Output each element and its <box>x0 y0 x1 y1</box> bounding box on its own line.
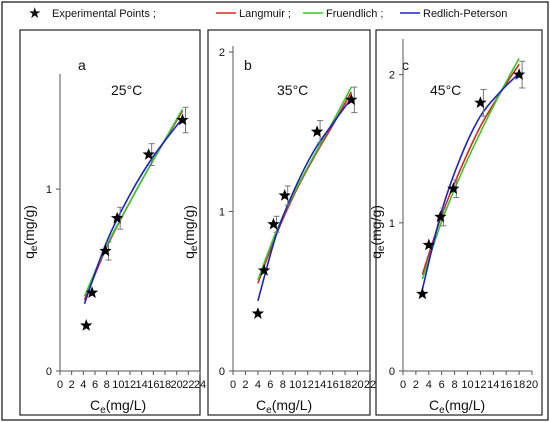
panel-a-border <box>19 29 201 416</box>
series-line-redlich-peterson <box>257 97 352 302</box>
panel-b-border <box>207 29 371 416</box>
x-tick-label: 0 <box>57 379 63 391</box>
x-tick-label: 20 <box>526 379 538 391</box>
panel-b-x-axis-label: Ce(mg/L) <box>256 397 312 416</box>
y-tick-label: 0 <box>389 366 395 378</box>
x-tick-label: 8 <box>104 379 110 391</box>
panel-c-temperature: 45°C <box>430 82 461 98</box>
legend: ★ Experimental Points ; Langmuir ; Fruen… <box>28 5 507 22</box>
data-point-star <box>142 148 155 160</box>
data-point-star <box>474 96 487 109</box>
y-tick-label: 1 <box>219 207 225 219</box>
x-tick-label: 6 <box>92 379 98 391</box>
x-tick-label: 10 <box>112 379 124 391</box>
panel-c-y-axis-label: qe(mg/g) <box>368 205 387 259</box>
x-tick-label: 12 <box>474 379 486 391</box>
x-tick-label: 8 <box>452 379 458 391</box>
data-point-star <box>278 189 291 201</box>
x-tick-label: 4 <box>255 379 261 391</box>
x-tick-label: 24 <box>194 379 206 391</box>
y-tick-label: 0 <box>219 366 225 378</box>
x-tick-label: 20 <box>171 379 183 391</box>
legend-label-experimental: Experimental Points ; <box>52 8 156 20</box>
panel-b-letter: b <box>244 57 252 73</box>
data-point-star <box>434 210 447 223</box>
x-tick-label: 2 <box>69 379 75 391</box>
data-point-star <box>176 113 189 126</box>
data-point-star <box>99 244 112 257</box>
data-point-star <box>512 68 526 80</box>
x-tick-label: 14 <box>136 379 148 391</box>
y-tick-label: 0 <box>46 366 52 378</box>
y-tick-label: 1 <box>389 218 395 230</box>
panel-c-letter: c <box>402 57 409 73</box>
panel-b: b 35°C Ce(mg/L) qe(mg/g) 0 2 4 6 8 10 12 14 16 18… <box>181 29 376 416</box>
x-tick-label: 14 <box>314 379 326 391</box>
x-tick-label: 18 <box>339 379 351 391</box>
x-tick-label: 12 <box>302 379 314 391</box>
panel-c: c 45°C Ce(mg/L) qe(mg/g) 0 2 4 6 8 10 12 14 16 18… <box>368 29 543 416</box>
data-point-star <box>310 125 324 138</box>
legend-label-redlich-peterson: Redlich-Peterson <box>423 8 507 20</box>
x-tick-label: 6 <box>439 379 445 391</box>
legend-marker-icon: ★ <box>28 5 41 22</box>
panel-a-temperature: 25°C <box>111 82 142 98</box>
data-point-star <box>80 319 93 331</box>
data-point-star <box>422 238 435 251</box>
x-tick-label: 2 <box>413 379 419 391</box>
x-tick-label: 2 <box>242 379 248 391</box>
x-tick-label: 4 <box>80 379 86 391</box>
series-line-redlich-peterson <box>421 72 520 290</box>
panel-b-y-axis-label: qe(mg/g) <box>181 205 200 259</box>
panel-c-x-axis-label: Ce(mg/L) <box>429 397 485 416</box>
x-tick-label: 6 <box>267 379 273 391</box>
x-tick-label: 18 <box>513 379 525 391</box>
x-tick-label: 20 <box>351 379 363 391</box>
x-tick-label: 22 <box>182 379 194 391</box>
y-tick-label: 2 <box>389 70 395 82</box>
panel-b-temperature: 35°C <box>277 82 308 98</box>
series-line-fruendlich <box>257 86 353 281</box>
x-tick-label: 22 <box>364 379 376 391</box>
legend-label-fruendlich: Fruendlich ; <box>326 8 383 20</box>
x-tick-label: 14 <box>487 379 499 391</box>
legend-label-langmuir: Langmuir ; <box>239 8 291 20</box>
data-point-star <box>267 217 280 230</box>
data-point-star <box>257 264 271 276</box>
x-tick-label: 0 <box>230 379 236 391</box>
x-tick-label: 16 <box>500 379 512 391</box>
x-tick-label: 16 <box>147 379 159 391</box>
data-point-star <box>447 182 460 194</box>
x-tick-label: 0 <box>400 379 406 391</box>
data-point-star <box>345 93 358 106</box>
x-tick-label: 10 <box>289 379 301 391</box>
panel-a: a 25°C Ce(mg/L) qe(mg/g) 0 2 4 6 8 10 12 14 16 18… <box>19 29 206 416</box>
data-point-star <box>251 307 265 319</box>
data-point-star <box>416 287 429 300</box>
x-tick-label: 8 <box>280 379 286 391</box>
panel-a-y-axis-label: qe(mg/g) <box>21 205 40 259</box>
x-tick-label: 16 <box>327 379 339 391</box>
panel-c-border <box>375 29 543 416</box>
x-tick-label: 12 <box>124 379 136 391</box>
panel-a-letter: a <box>78 57 86 73</box>
y-tick-label: 2 <box>219 47 225 59</box>
x-tick-label: 18 <box>159 379 171 391</box>
data-point-star <box>110 211 124 224</box>
panel-a-x-axis-label: Ce(mg/L) <box>90 397 146 416</box>
x-tick-label: 10 <box>461 379 473 391</box>
y-tick-label: 1 <box>46 184 52 196</box>
x-tick-label: 4 <box>426 379 432 391</box>
series-line-redlich-peterson <box>83 117 184 304</box>
data-point-star <box>85 286 99 299</box>
